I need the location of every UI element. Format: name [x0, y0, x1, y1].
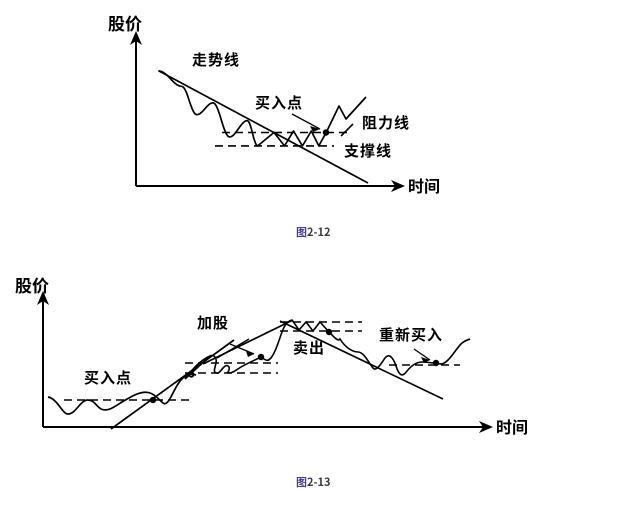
svg-text:买入点: 买入点 [255, 92, 303, 113]
svg-text:股价: 股价 [15, 272, 49, 297]
svg-text:图2-12: 图2-12 [296, 224, 331, 240]
svg-text:支撑线: 支撑线 [344, 140, 392, 161]
svg-text:重新买入: 重新买入 [379, 324, 443, 345]
svg-text:加股: 加股 [197, 312, 229, 333]
svg-text:时间: 时间 [408, 173, 440, 197]
svg-text:买入点: 买入点 [84, 367, 132, 388]
svg-text:走势线: 走势线 [192, 49, 240, 70]
svg-text:股价: 股价 [108, 10, 142, 35]
svg-text:阻力线: 阻力线 [362, 112, 410, 133]
svg-text:图2-13: 图2-13 [296, 474, 331, 490]
svg-text:时间: 时间 [496, 414, 528, 438]
